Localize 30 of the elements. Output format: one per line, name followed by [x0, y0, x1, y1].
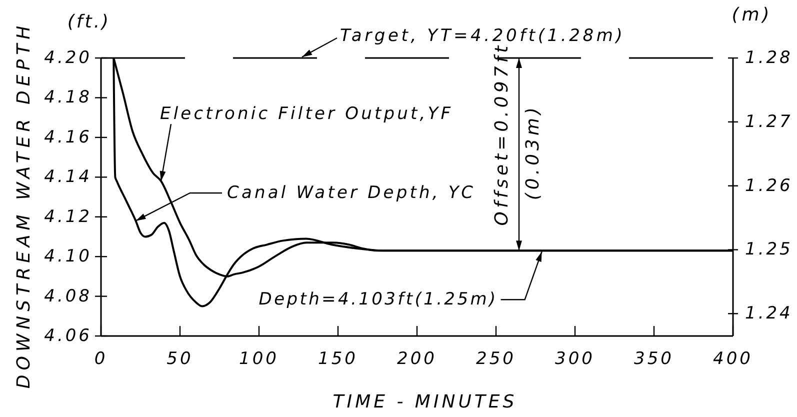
x-tick-label: 300	[555, 349, 595, 369]
y-tick-label: 4.10	[44, 246, 92, 267]
y2-tick-label: 1.24	[745, 304, 793, 324]
x-tick-label: 50	[166, 349, 194, 369]
y-axis-title: DOWNSTREAM WATER DEPTH	[14, 21, 34, 389]
y-tick-label: 4.06	[44, 326, 92, 346]
text: (ft.)	[67, 12, 111, 32]
annotation: Depth=4.103ft(1.25m)	[258, 290, 498, 310]
y-tick-label: 4.14	[44, 167, 92, 188]
y2-tick-label: 1.26	[745, 176, 793, 196]
y2-tick-label: 1.25	[745, 240, 793, 260]
series-label: Electronic Filter Output,YF	[160, 104, 454, 124]
x-tick-label: 350	[634, 349, 674, 369]
text: Canal Water Depth, YC	[227, 183, 476, 203]
x-tick-label: 0	[94, 349, 108, 369]
y2-tick-label: 1.27	[745, 112, 793, 132]
y2-axis-title: (m)	[732, 4, 772, 26]
y2-tick-label: 1.28	[745, 48, 793, 68]
annotation: (0.03m)	[522, 104, 544, 200]
y-tick-label: 4.20	[44, 48, 92, 68]
y-tick-label: 4.12	[44, 206, 92, 227]
x-tick-label: 100	[239, 349, 279, 369]
x-tick-label: 250	[476, 349, 516, 369]
x-axis-title: TIME - MINUTES	[332, 392, 518, 412]
y-tick-label: 4.18	[44, 88, 92, 108]
x-tick-label: 150	[318, 349, 358, 369]
x-tick-label: 400	[713, 349, 753, 369]
y-tick-label: 4.16	[44, 127, 92, 148]
x-tick-label: 200	[397, 349, 437, 369]
y-tick-label: 4.08	[44, 286, 92, 306]
